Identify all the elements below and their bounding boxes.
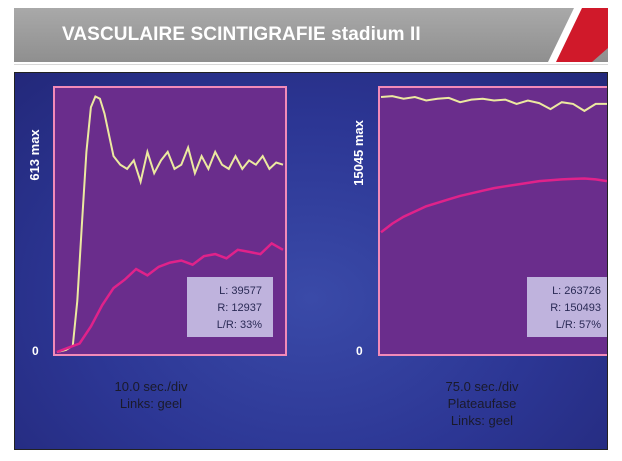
chart-right-caption-line3: Links: geel — [451, 413, 513, 428]
chart-left-caption-line2: Links: geel — [120, 396, 182, 411]
chart-right-stat-l: L: 263726 — [552, 285, 601, 297]
chart-left-caption-line1: 10.0 sec./div — [115, 379, 188, 394]
red-stripe-decoration — [548, 8, 608, 62]
chart-right-caption-line1: 75.0 sec./div — [446, 379, 519, 394]
chart-right-stat-r: R: 150493 — [550, 302, 601, 314]
chart-right: 15045 max 0 L: 263726 R: 150493 L/R: 57%… — [351, 86, 610, 428]
slide-header: VASCULAIRE SCINTIGRAFIE stadium II — [14, 8, 608, 62]
chart-right-stat-lr: L/R: 57% — [556, 319, 601, 331]
chart-right-series-1-line — [380, 177, 608, 234]
slide-title: VASCULAIRE SCINTIGRAFIE stadium II — [62, 24, 421, 45]
chart-left-series-1-line — [56, 241, 284, 354]
chart-left-stat-l: L: 39577 — [219, 285, 262, 297]
chart-left: 613 max 0 L: 39577 R: 12937 L/R: 33% 10.… — [27, 86, 287, 411]
chart-left-stat-r: R: 12937 — [217, 302, 262, 314]
chart-right-caption-line2: Plateaufase — [448, 396, 517, 411]
scintigraphy-charts: 613 max 0 L: 39577 R: 12937 L/R: 33% 10.… — [27, 86, 610, 428]
chart-left-stat-lr: L/R: 33% — [217, 319, 262, 331]
chart-left-ylabel: 613 max — [27, 129, 42, 181]
header-divider — [14, 64, 608, 65]
chart-right-series-0-line — [380, 95, 607, 113]
chart-left-series-0-line — [56, 95, 284, 353]
chart-right-ylabel: 15045 max — [351, 119, 366, 186]
chart-right-stats-box — [527, 277, 607, 337]
chart-left-ytick-zero: 0 — [32, 344, 39, 358]
chart-right-ytick-zero: 0 — [356, 344, 363, 358]
scintigraphy-photo: 613 max 0 L: 39577 R: 12937 L/R: 33% 10.… — [14, 72, 610, 450]
chart-left-stats-box — [187, 277, 273, 337]
